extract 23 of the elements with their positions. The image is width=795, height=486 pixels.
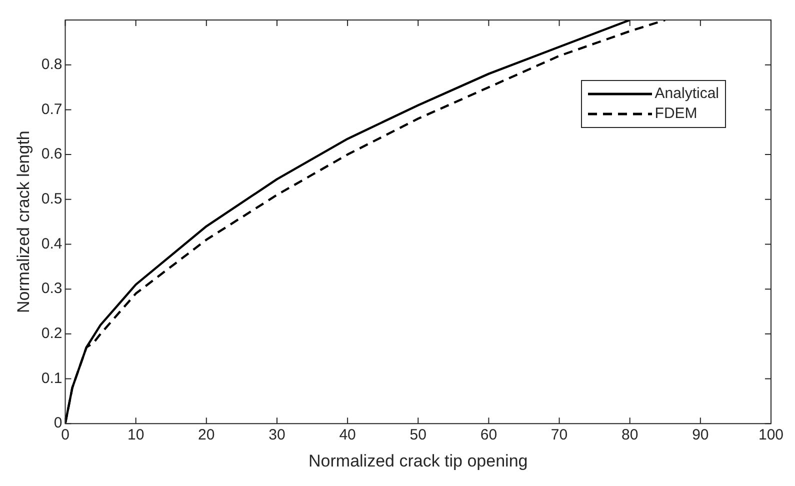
y-tick-label: 0.6 [41, 146, 62, 163]
y-tick-label: 0.5 [41, 190, 62, 208]
x-tick-label: 50 [410, 426, 426, 444]
x-tick-label: 90 [692, 426, 709, 444]
x-tick-label: 60 [480, 426, 498, 444]
x-tick-label: 70 [550, 426, 568, 444]
y-axis-title: Normalized crack length [14, 130, 33, 313]
y-tick-label: 0.3 [41, 280, 62, 298]
y-tick-label: 0.7 [41, 100, 62, 118]
legend-label: FDEM [654, 104, 698, 124]
y-tick-label: 0.8 [41, 56, 62, 73]
x-tick-label: 10 [127, 426, 144, 444]
y-tick-label: 0.1 [41, 370, 62, 387]
y-tick-label: 0.2 [41, 325, 62, 342]
x-tick-label: 30 [268, 426, 286, 444]
y-tick-label: 0 [54, 414, 62, 432]
x-tick-label: 100 [758, 426, 784, 444]
x-tick-label: 80 [622, 426, 638, 444]
x-tick-label: 20 [198, 426, 215, 444]
x-tick-label: 40 [339, 426, 356, 444]
y-tick-label: 0.4 [41, 235, 62, 252]
legend-label: Analytical [654, 84, 719, 104]
x-axis-title: Normalized crack tip opening [308, 451, 528, 470]
